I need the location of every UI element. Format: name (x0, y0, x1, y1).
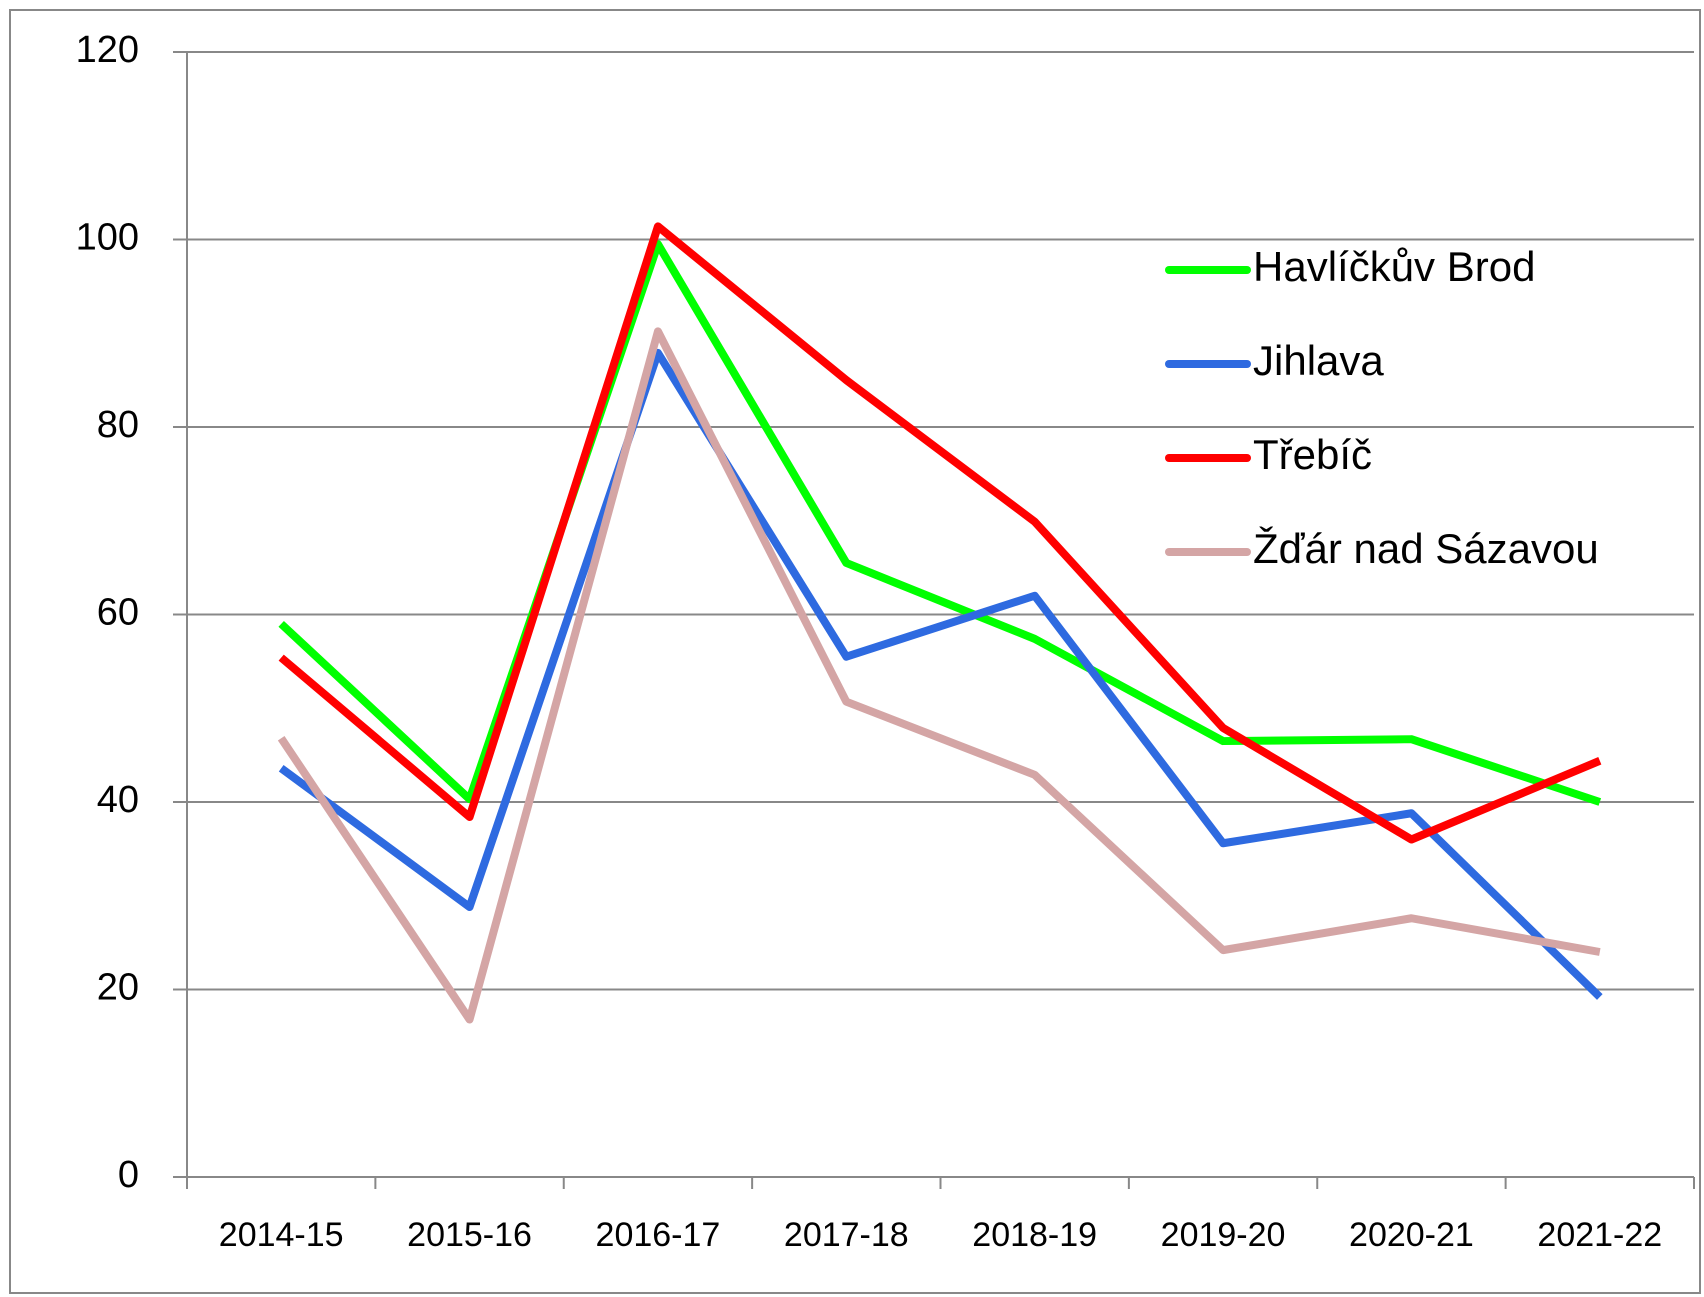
x-tick-label: 2016-17 (596, 1216, 721, 1254)
legend-label: Žďár nad Sázavou (1253, 525, 1599, 572)
y-tick-label: 120 (76, 29, 139, 71)
y-tick-label: 80 (97, 404, 139, 446)
x-tick-label: 2018-19 (972, 1216, 1097, 1254)
x-tick-label: 2019-20 (1161, 1216, 1286, 1254)
x-tick-label: 2015-16 (407, 1216, 532, 1254)
y-tick-label: 60 (97, 592, 139, 634)
series-line (278, 222, 1602, 844)
x-tick-label: 2021-22 (1537, 1216, 1662, 1254)
y-tick-label: 40 (97, 779, 139, 821)
series-line (277, 327, 1601, 1024)
x-tick-label: 2014-15 (219, 1216, 344, 1254)
y-tick-label: 20 (97, 967, 139, 1009)
x-tick-label: 2017-18 (784, 1216, 909, 1254)
legend-label: Jihlava (1253, 337, 1384, 384)
x-tick-label: 2020-21 (1349, 1216, 1474, 1254)
legend-label: Havlíčkův Brod (1253, 243, 1535, 290)
legend-label: Třebíč (1253, 431, 1372, 478)
y-tick-label: 0 (118, 1154, 139, 1196)
y-tick-label: 100 (76, 217, 139, 259)
